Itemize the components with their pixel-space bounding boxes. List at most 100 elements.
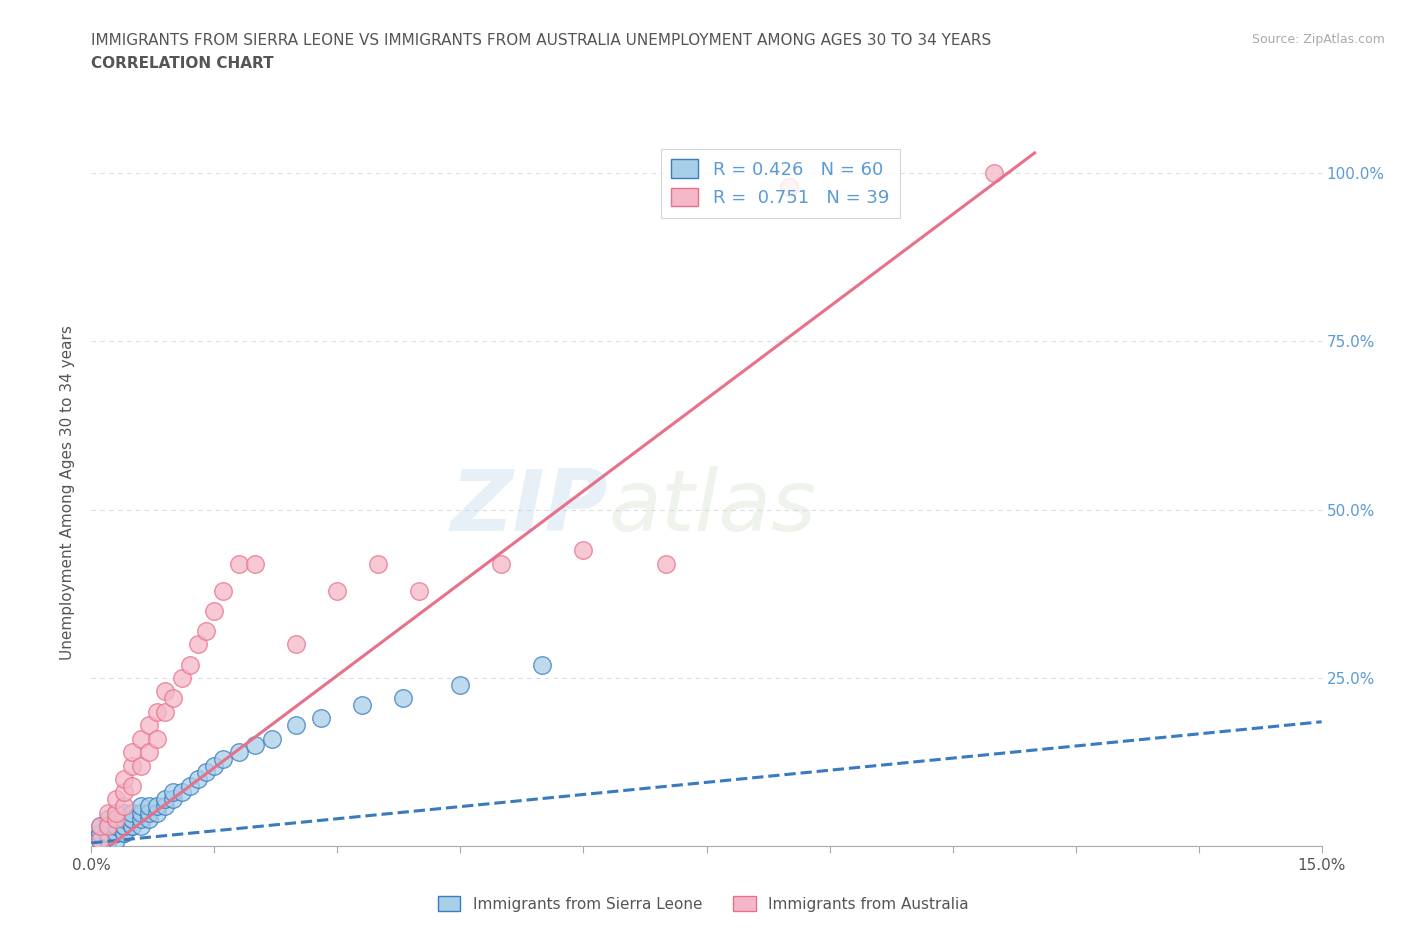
Point xyxy=(112,826,135,841)
Point xyxy=(112,772,135,787)
Point xyxy=(187,772,209,787)
Text: Source: ZipAtlas.com: Source: ZipAtlas.com xyxy=(1251,33,1385,46)
Point xyxy=(146,799,169,814)
Point xyxy=(153,791,177,806)
Point xyxy=(112,805,135,820)
Text: atlas: atlas xyxy=(607,466,815,549)
Point xyxy=(146,731,169,746)
Point xyxy=(153,684,177,699)
Point xyxy=(121,745,143,760)
Point xyxy=(195,764,218,779)
Point xyxy=(112,785,135,800)
Point xyxy=(89,826,111,841)
Point xyxy=(162,791,184,806)
Point xyxy=(121,758,143,773)
Text: ZIP: ZIP xyxy=(450,466,607,549)
Point xyxy=(211,583,233,598)
Point xyxy=(97,832,120,847)
Point xyxy=(146,704,169,719)
Point xyxy=(228,745,250,760)
Point xyxy=(153,704,177,719)
Point xyxy=(97,826,120,841)
Point xyxy=(121,778,143,793)
Legend: Immigrants from Sierra Leone, Immigrants from Australia: Immigrants from Sierra Leone, Immigrants… xyxy=(432,889,974,918)
Point xyxy=(121,812,143,827)
Point xyxy=(245,737,267,752)
Point xyxy=(129,818,152,833)
Point xyxy=(162,785,184,800)
Point xyxy=(105,832,127,847)
Point xyxy=(105,805,127,820)
Point xyxy=(97,826,120,841)
Point xyxy=(309,711,332,725)
Point xyxy=(179,658,201,672)
Point xyxy=(138,799,160,814)
Point xyxy=(572,543,595,558)
Point xyxy=(228,556,250,571)
Point xyxy=(202,758,225,773)
Point xyxy=(105,818,127,833)
Point xyxy=(105,791,127,806)
Point xyxy=(408,583,430,598)
Point xyxy=(654,556,676,571)
Point xyxy=(138,812,160,827)
Y-axis label: Unemployment Among Ages 30 to 34 years: Unemployment Among Ages 30 to 34 years xyxy=(60,326,76,660)
Point xyxy=(121,818,143,833)
Point xyxy=(983,166,1005,180)
Point xyxy=(112,818,135,833)
Point xyxy=(162,691,184,706)
Point xyxy=(531,658,554,672)
Point xyxy=(97,812,120,827)
Point xyxy=(112,818,135,833)
Point xyxy=(367,556,389,571)
Point xyxy=(112,799,135,814)
Point xyxy=(129,758,152,773)
Point xyxy=(170,785,193,800)
Point xyxy=(179,778,201,793)
Point xyxy=(97,805,120,820)
Point xyxy=(491,556,513,571)
Point xyxy=(97,832,120,847)
Point xyxy=(89,826,111,841)
Point xyxy=(89,832,111,847)
Point xyxy=(121,812,143,827)
Point xyxy=(195,623,218,638)
Point xyxy=(89,832,111,847)
Point xyxy=(129,799,152,814)
Point xyxy=(105,812,127,827)
Point xyxy=(89,818,111,833)
Point xyxy=(105,818,127,833)
Point xyxy=(89,832,111,847)
Point xyxy=(138,805,160,820)
Point xyxy=(89,818,111,833)
Point xyxy=(105,812,127,827)
Point xyxy=(211,751,233,766)
Point xyxy=(778,179,800,194)
Point xyxy=(97,818,120,833)
Point xyxy=(146,805,169,820)
Point xyxy=(153,799,177,814)
Point xyxy=(285,718,308,733)
Point xyxy=(105,805,127,820)
Text: IMMIGRANTS FROM SIERRA LEONE VS IMMIGRANTS FROM AUSTRALIA UNEMPLOYMENT AMONG AGE: IMMIGRANTS FROM SIERRA LEONE VS IMMIGRAN… xyxy=(91,33,991,47)
Point xyxy=(170,671,193,685)
Point xyxy=(245,556,267,571)
Point xyxy=(105,826,127,841)
Point xyxy=(202,604,225,618)
Point xyxy=(129,731,152,746)
Point xyxy=(187,637,209,652)
Point xyxy=(129,812,152,827)
Legend: R = 0.426   N = 60, R =  0.751   N = 39: R = 0.426 N = 60, R = 0.751 N = 39 xyxy=(661,149,900,218)
Point xyxy=(105,826,127,841)
Point xyxy=(97,818,120,833)
Point xyxy=(121,818,143,833)
Point xyxy=(112,812,135,827)
Point xyxy=(121,805,143,820)
Point xyxy=(326,583,349,598)
Point xyxy=(352,698,374,712)
Point xyxy=(129,805,152,820)
Point xyxy=(449,677,471,692)
Point xyxy=(392,691,415,706)
Text: CORRELATION CHART: CORRELATION CHART xyxy=(91,56,274,71)
Point xyxy=(138,718,160,733)
